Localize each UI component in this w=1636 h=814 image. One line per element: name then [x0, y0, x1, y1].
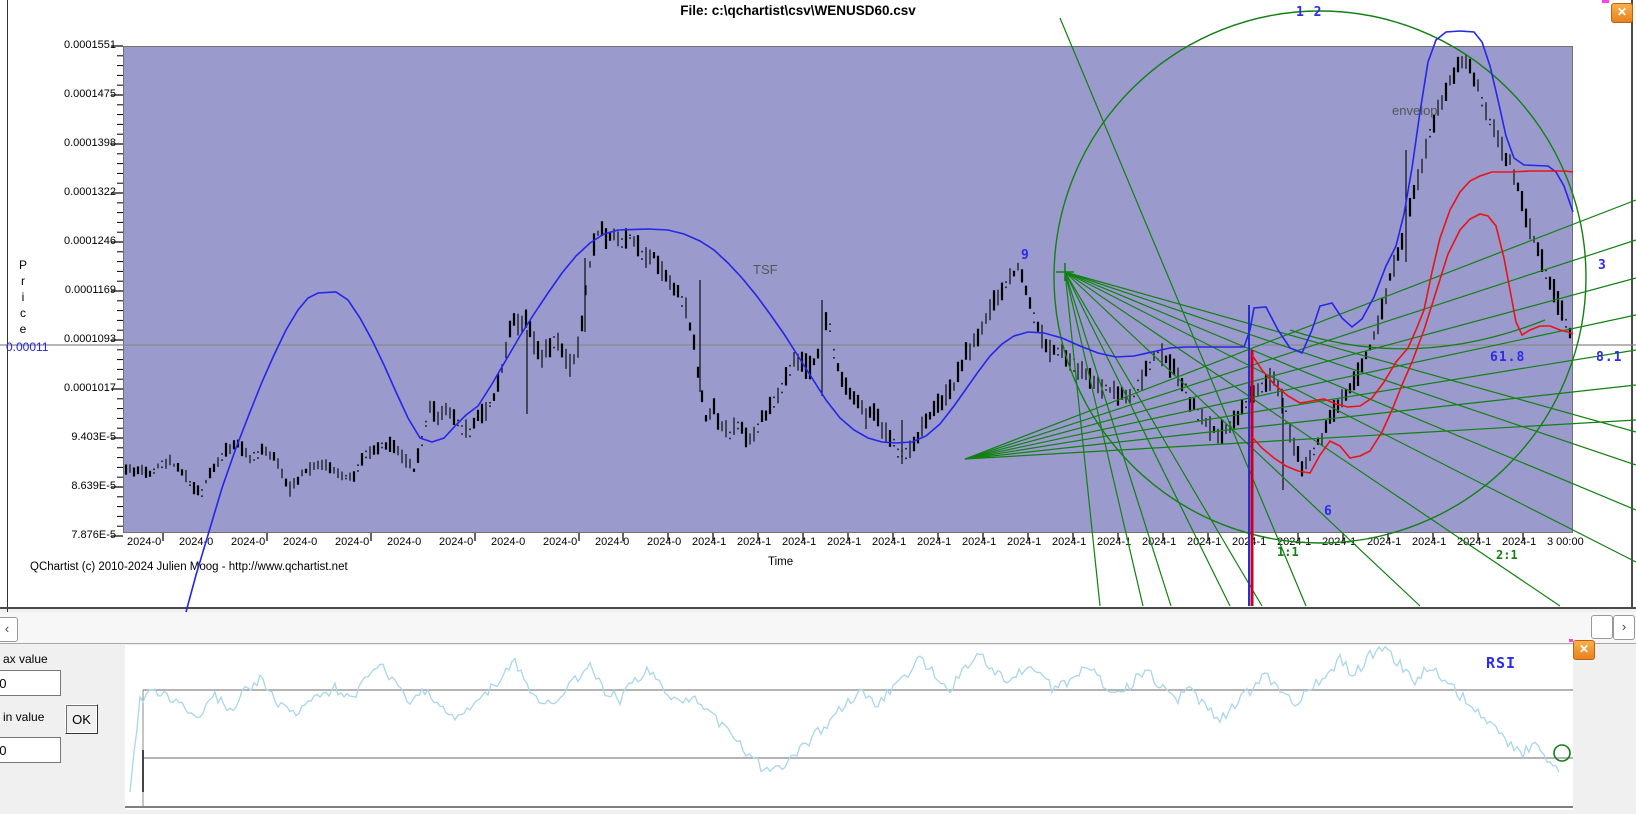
scroll-right-button[interactable]: ›	[1613, 615, 1635, 640]
max-value-input[interactable]	[0, 670, 61, 696]
y-axis-tick-label: 0.0001551	[64, 39, 116, 51]
y-axis-tick-label: 7.876E-5	[71, 529, 116, 541]
x-axis-tick-label: 2024-0	[387, 536, 422, 548]
max-value-label: ax value	[3, 652, 48, 666]
x-axis-tick-label: 2024-1	[1187, 536, 1222, 548]
y-axis-tick-label: 0.0001246	[64, 235, 116, 247]
ok-button[interactable]: OK	[65, 704, 98, 734]
x-axis-tick-label: 2024-1	[737, 536, 772, 548]
gann-annotation-9: 9	[1021, 248, 1030, 263]
y-axis-tick-label: 0.0001475	[64, 88, 116, 100]
y-axis-tick-label: 0.0001169	[64, 284, 116, 296]
horizontal-scrollbar[interactable]	[0, 612, 1636, 644]
close-main-chart-button[interactable]: ✕	[1611, 3, 1633, 23]
x-axis-tick-label: 2024-1	[1052, 536, 1087, 548]
y-axis-tick-label: 0.0001017	[64, 382, 116, 394]
time-axis-title: Time	[768, 556, 794, 568]
window-border-bottom	[0, 607, 1636, 609]
gann-annotation-11: 1:1	[1277, 545, 1299, 559]
x-axis-tick-label: 2024-0	[179, 536, 214, 548]
gann-annotation-81: 8.1	[1596, 350, 1623, 365]
x-axis-tick-label: 2024-0	[543, 536, 578, 548]
x-axis-tick-label: 2024-1	[782, 536, 817, 548]
min-value-label: in value	[3, 710, 45, 724]
x-axis-tick-label: 2024-1	[1367, 536, 1402, 548]
current-price-label: 0.00011	[6, 340, 49, 354]
price-axis-title: Price	[16, 258, 30, 338]
gann-annotation-3: 3	[1598, 258, 1607, 273]
y-axis-tick-label: 8.639E-5	[71, 480, 116, 492]
y-axis-tick-label: 0.0001398	[64, 137, 116, 149]
x-axis-tick-label: 2024-1	[872, 536, 907, 548]
cursor-artifact-dot	[1602, 0, 1609, 3]
cursor-artifact-dot	[1569, 639, 1573, 642]
window-border-right	[1631, 0, 1633, 608]
x-axis-tick-label: 2024-1	[1007, 536, 1042, 548]
gann-annotation-618: 61.8	[1490, 350, 1526, 365]
x-axis-tick-label: 2024-0	[595, 536, 630, 548]
scroll-thumb[interactable]	[1591, 615, 1613, 639]
gann-annotation-12: 1 2	[1296, 5, 1323, 20]
chart-title: File: c:\qchartist\csv\WENUSD60.csv	[680, 3, 916, 18]
x-axis-tick-label: 2024-1	[962, 536, 997, 548]
price-chart-canvas[interactable]	[123, 46, 1573, 533]
x-axis-tick-label: 2024-1	[1322, 536, 1357, 548]
min-value-input[interactable]	[0, 737, 61, 763]
x-axis-tick-label: 2024-0	[491, 536, 526, 548]
x-axis-tick-label: 2024-1	[1502, 536, 1537, 548]
rsi-title: RSI	[1486, 654, 1517, 672]
x-axis-tick-label: 2024-0	[439, 536, 474, 548]
x-axis-tick-label: 2024-1	[1097, 536, 1132, 548]
x-axis-tick-label: 2024-1	[1412, 536, 1447, 548]
x-axis-tick-label: 2024-0	[647, 536, 682, 548]
close-rsi-button[interactable]: ✕	[1573, 640, 1595, 660]
tsf-label: TSF	[753, 262, 778, 277]
y-axis-tick-label: 0.0001093	[64, 333, 116, 345]
x-axis-tick-label: 2024-1	[917, 536, 952, 548]
window-border-left	[7, 0, 8, 612]
x-axis-tick-label: 2024-0	[335, 536, 370, 548]
x-axis-tick-label: 2024-1	[827, 536, 862, 548]
envelope-label: envelop	[1392, 103, 1438, 118]
x-axis-tick-label: 2024-1	[1457, 536, 1492, 548]
x-axis-tick-label: 3 00:00	[1547, 536, 1584, 548]
x-axis-tick-label: 2024-1	[692, 536, 727, 548]
watermark-text: QChartist (c) 2010-2024 Julien Moog - ht…	[30, 561, 348, 573]
rsi-chart-canvas[interactable]	[125, 645, 1573, 810]
scroll-left-button[interactable]: ‹	[0, 617, 18, 642]
gann-annotation-6: 6	[1324, 504, 1333, 519]
x-axis-tick-label: 2024-1	[1142, 536, 1177, 548]
x-axis-tick-label: 2024-1	[1232, 536, 1267, 548]
y-axis-tick-label: 9.403E-5	[71, 431, 116, 443]
x-axis-tick-label: 2024-0	[231, 536, 266, 548]
x-axis-tick-label: 2024-0	[283, 536, 318, 548]
y-axis-tick-label: 0.0001322	[64, 186, 116, 198]
x-axis-tick-label: 2024-0	[127, 536, 162, 548]
gann-annotation-21: 2:1	[1496, 548, 1518, 562]
